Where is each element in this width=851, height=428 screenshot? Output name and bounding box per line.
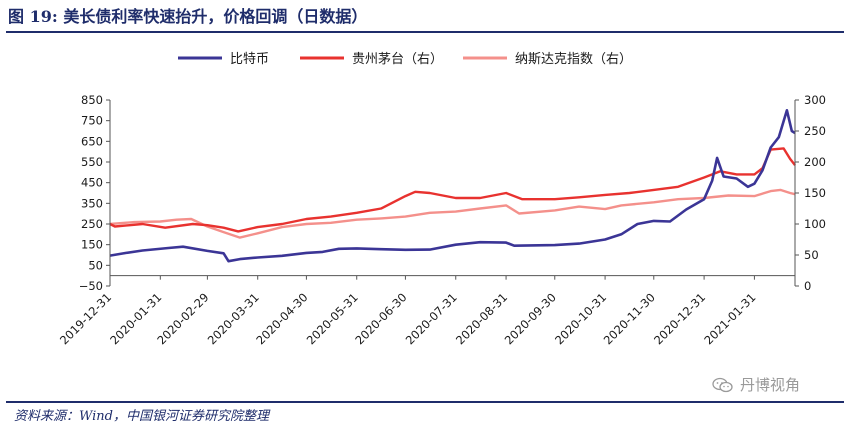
left-axis-tick-label: −50 [79, 279, 103, 293]
footer-divider [6, 401, 844, 403]
legend: 比特币 贵州茅台（右） 纳斯达克指数（右） [178, 52, 632, 67]
x-axis-tick-label: 2020-07-31 [403, 290, 460, 347]
left-axis-tick-label: 550 [81, 155, 103, 169]
series-line-2 [109, 188, 796, 239]
figure-title: 图 19: 美长债利率快速抬升，价格回调（日数据） [8, 7, 368, 26]
x-axis-tick-label: 2020-12-31 [651, 290, 708, 347]
x-axis-tick-label: 2020-09-30 [502, 290, 559, 347]
wechat-icon [712, 377, 733, 392]
watermark-text: 丹博视角 [740, 376, 801, 394]
right-axis-tick-label: 100 [804, 217, 826, 231]
right-axis-tick-label: 150 [804, 186, 826, 200]
right-axis-tick-label: 0 [804, 279, 811, 293]
x-axis-tick-label: 2020-10-31 [552, 290, 609, 347]
source-note: 资料来源：Wind，中国银河证券研究院整理 [14, 409, 269, 424]
left-axis-tick-label: 350 [81, 196, 103, 210]
x-axis-tick-label: 2020-08-31 [453, 290, 510, 347]
right-axis-tick-label: 300 [804, 93, 826, 107]
legend-label: 比特币 [230, 52, 269, 67]
chart: 比特币 贵州茅台（右） 纳斯达克指数（右） 850 750 650 550 450 350 25… [57, 52, 826, 347]
right-axis-tick-label: 50 [804, 248, 819, 262]
plot-area [109, 109, 796, 263]
left-axis-tick-label: 450 [81, 176, 103, 190]
right-axis-tick-label: 200 [804, 155, 826, 169]
x-axis-tick-label: 2020-04-30 [253, 290, 310, 347]
left-axis-tick-label: 150 [81, 238, 103, 252]
x-axis-tick-label: 2020-11-30 [601, 290, 658, 347]
left-axis-tick-label: 250 [81, 217, 103, 231]
left-axis-tick-label: 650 [81, 134, 103, 148]
series-line-0 [109, 109, 796, 263]
x-axis-tick-label: 2020-03-31 [205, 290, 262, 347]
legend-label: 贵州茅台（右） [352, 52, 443, 67]
x-axis-tick-label: 2019-12-31 [57, 290, 114, 347]
x-axis-tick-label: 2020-05-31 [304, 290, 361, 347]
left-axis-tick-label: 850 [81, 93, 103, 107]
watermark: 丹博视角 [712, 374, 800, 395]
right-axis-tick-label: 250 [804, 124, 826, 138]
series-line-1 [109, 147, 796, 233]
legend-label: 纳斯达克指数（右） [515, 52, 632, 67]
x-axis-tick-label: 2021-01-31 [701, 290, 758, 347]
left-axis-tick-label: 50 [88, 258, 103, 272]
x-axis-tick-label: 2020-06-30 [352, 290, 409, 347]
left-axis-tick-label: 750 [81, 114, 103, 128]
title-divider [6, 31, 844, 33]
